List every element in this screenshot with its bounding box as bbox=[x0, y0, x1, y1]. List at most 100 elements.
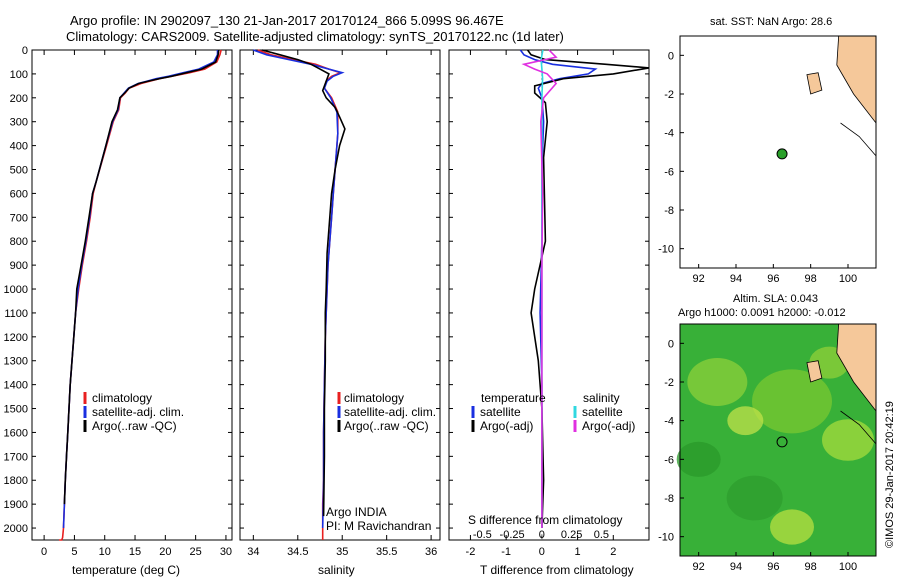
salinity-series bbox=[253, 49, 346, 540]
depth-tick-label: 100 bbox=[10, 69, 28, 81]
lon-tick-label: 98 bbox=[805, 273, 817, 285]
depth-tick-label: 1300 bbox=[4, 356, 28, 368]
difference-xtick-label: 1 bbox=[575, 546, 581, 558]
header-line2: Climatology: CARS2009. Satellite-adjuste… bbox=[66, 29, 564, 44]
temperature-xtick-label: 5 bbox=[71, 546, 77, 558]
lat-tick-label: -2 bbox=[664, 89, 674, 101]
salinity-xlabel: salinity bbox=[318, 563, 355, 577]
temperature-xtick-label: 0 bbox=[41, 546, 47, 558]
salinity-panel bbox=[239, 49, 441, 541]
argo-info-line2: PI: M Ravichandran bbox=[326, 519, 431, 533]
salinity-xtick-label: 34.5 bbox=[287, 546, 308, 558]
sst-map: 92 94 96 98 100 0 -2 -4 -6 -8 -10 bbox=[658, 35, 877, 285]
credit-text: ©IMOS 29-Jan-2017 20:42:19 bbox=[884, 401, 896, 548]
depth-tick-label: 300 bbox=[10, 117, 28, 129]
coastline bbox=[840, 122, 877, 157]
depth-tick-label: 200 bbox=[10, 93, 28, 105]
salinity-ticks: 34 34.5 35 35.5 36 bbox=[240, 49, 440, 558]
lon-tick-label: 100 bbox=[839, 561, 857, 573]
difference-xtick-label: -1 bbox=[501, 546, 511, 558]
legend-temperature-head: temperature bbox=[481, 391, 546, 405]
lon-tick-label: 96 bbox=[767, 561, 779, 573]
temperature-xtick-label: 25 bbox=[190, 546, 202, 558]
sla-field-patch bbox=[676, 441, 721, 477]
depth-tick-label: 2000 bbox=[4, 523, 28, 535]
map-border bbox=[679, 35, 877, 269]
argo-info-line1: Argo INDIA bbox=[326, 505, 387, 519]
salinity-diff-tick-label: 0.5 bbox=[594, 529, 609, 541]
lat-tick-label: -8 bbox=[664, 493, 674, 505]
depth-tick-label: 1000 bbox=[4, 284, 28, 296]
sla-map-title1: Altim. SLA: 0.043 bbox=[733, 293, 818, 305]
depth-tick-label: 1900 bbox=[4, 499, 28, 511]
salinity-diff-tick-label: -0.5 bbox=[473, 529, 492, 541]
depth-tick-label: 1500 bbox=[4, 404, 28, 416]
legend-sargo-label: Argo(-adj) bbox=[582, 419, 635, 433]
salinity-xtick-label: 35 bbox=[336, 546, 348, 558]
lat-tick-label: -10 bbox=[658, 532, 674, 544]
lon-tick-label: 92 bbox=[693, 561, 705, 573]
salinity-series-argo---raw--qc- bbox=[261, 49, 346, 517]
temperature-xtick-label: 30 bbox=[220, 546, 232, 558]
salinity-diff-tick-label: -0.25 bbox=[500, 529, 525, 541]
temperature-panel bbox=[31, 49, 233, 541]
lon-tick-label: 98 bbox=[805, 561, 817, 573]
lat-tick-label: 0 bbox=[668, 50, 674, 62]
temperature-series-argo---raw--qc- bbox=[63, 49, 220, 505]
lon-tick-label: 96 bbox=[767, 273, 779, 285]
depth-tick-label: 1700 bbox=[4, 451, 28, 463]
legend-clim-label: climatology bbox=[92, 391, 152, 405]
sla-field-patch bbox=[727, 406, 764, 436]
lat-tick-label: -8 bbox=[664, 205, 674, 217]
lat-tick-label: -10 bbox=[658, 244, 674, 256]
salinity-series-satellite-adj--clim- bbox=[253, 49, 345, 529]
depth-tick-label: 600 bbox=[10, 188, 28, 200]
depth-tick-label: 1100 bbox=[4, 308, 28, 320]
legend-salinity-head: salinity bbox=[583, 391, 620, 405]
difference-toplabel: S difference from climatology bbox=[468, 513, 623, 527]
coastline bbox=[840, 410, 877, 445]
temperature-series bbox=[59, 49, 222, 541]
sla-map-title2: Argo h1000: 0.0091 h2000: -0.012 bbox=[678, 307, 846, 319]
sla-map: 92 94 96 98 100 0 -2 -4 -6 -8 -10 bbox=[658, 323, 877, 573]
sla-field-patch bbox=[822, 419, 874, 461]
sst-map-title: sat. SST: NaN Argo: 28.6 bbox=[710, 16, 832, 28]
header-line1: Argo profile: IN 2902097_130 21-Jan-2017… bbox=[70, 13, 504, 28]
sla-field-patch bbox=[726, 475, 783, 521]
difference-series-s-argo--adj- bbox=[521, 49, 558, 528]
salinity-xtick-label: 35.5 bbox=[376, 546, 397, 558]
lat-tick-label: -4 bbox=[664, 128, 674, 140]
depth-tick-label: 1600 bbox=[4, 427, 28, 439]
legend-tsat-label: satellite bbox=[480, 405, 521, 419]
depth-tick-label: 1800 bbox=[4, 475, 28, 487]
difference-legend: temperature salinity satellite Argo(-adj… bbox=[471, 391, 635, 433]
lat-tick-label: -6 bbox=[664, 166, 674, 178]
depth-tick-label: 700 bbox=[10, 212, 28, 224]
difference-xtick-label: 2 bbox=[610, 546, 616, 558]
difference-xlabel: T difference from climatology bbox=[480, 563, 634, 577]
lat-tick-label: 0 bbox=[668, 338, 674, 350]
difference-series bbox=[519, 49, 650, 529]
legend-clim-label: climatology bbox=[344, 391, 404, 405]
depth-tick-label: 900 bbox=[10, 260, 28, 272]
land-island bbox=[806, 72, 823, 95]
salinity-legend: climatology satellite-adj. clim. Argo(..… bbox=[337, 391, 436, 433]
sla-field-patch bbox=[752, 369, 832, 434]
land-island bbox=[806, 360, 823, 383]
depth-tick-label: 1400 bbox=[4, 380, 28, 392]
sla-field-patch bbox=[770, 509, 814, 545]
lat-tick-label: -4 bbox=[664, 416, 674, 428]
salinity-series-climatology bbox=[257, 49, 343, 540]
argo-position-marker bbox=[776, 436, 788, 448]
difference-xtick-label: -2 bbox=[466, 546, 476, 558]
legend-argo-label: Argo(..raw -QC) bbox=[344, 419, 429, 433]
difference-panel bbox=[448, 49, 650, 541]
temperature-ticks: 0100200300400500600700800900100011001200… bbox=[4, 45, 233, 558]
temperature-xlabel: temperature (deg C) bbox=[72, 563, 180, 577]
argo-position-marker bbox=[776, 148, 788, 160]
salinity-xtick-label: 34 bbox=[247, 546, 259, 558]
salinity-diff-tick-label: 0.25 bbox=[561, 529, 582, 541]
lon-tick-label: 94 bbox=[730, 561, 742, 573]
legend-sat-label: satellite-adj. clim. bbox=[344, 405, 436, 419]
